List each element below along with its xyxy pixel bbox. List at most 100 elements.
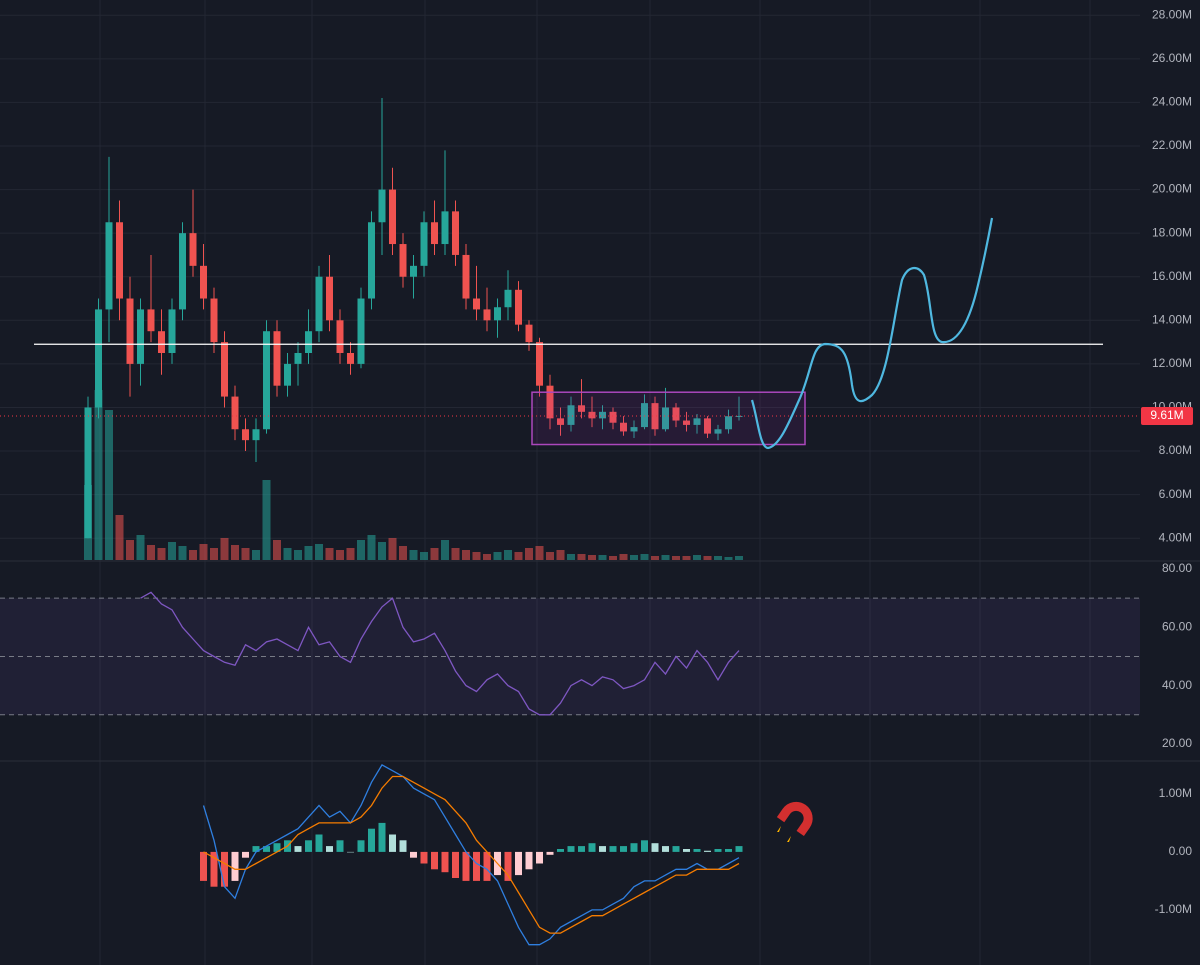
histogram-bar bbox=[221, 851, 228, 887]
volume-bar bbox=[388, 538, 397, 560]
y-tick-label: 8.00M bbox=[1159, 443, 1192, 457]
candle-body bbox=[651, 403, 659, 430]
volume-bar bbox=[556, 550, 565, 560]
candle-body bbox=[546, 385, 554, 419]
candle-body bbox=[452, 211, 459, 255]
volume-bar bbox=[315, 544, 323, 560]
volume-bar bbox=[504, 550, 512, 560]
series-line bbox=[202, 764, 740, 946]
volume-bar bbox=[252, 550, 260, 560]
histogram-bar bbox=[525, 851, 533, 870]
y-tick-label: 18.00M bbox=[1152, 225, 1192, 239]
candle-body bbox=[189, 233, 197, 266]
candle-body bbox=[378, 189, 386, 223]
histogram-bar bbox=[473, 851, 480, 881]
candle-body bbox=[525, 324, 533, 343]
histogram-bar bbox=[357, 840, 365, 852]
histogram-bar bbox=[305, 840, 312, 852]
candle-body bbox=[578, 405, 585, 412]
candle-body bbox=[662, 407, 669, 430]
candle-body bbox=[347, 352, 354, 364]
y-tick-label: 26.00M bbox=[1152, 51, 1192, 65]
volume-bar bbox=[178, 546, 187, 560]
volume-bar bbox=[105, 410, 113, 560]
histogram-bar bbox=[242, 851, 249, 858]
histogram-bar bbox=[630, 843, 638, 852]
histogram-bar bbox=[641, 840, 648, 852]
volume-bar bbox=[441, 540, 449, 560]
candle-body bbox=[630, 427, 638, 432]
histogram-bar bbox=[389, 834, 396, 852]
candle-body bbox=[494, 307, 501, 321]
histogram-bar bbox=[210, 851, 218, 887]
volume-bar bbox=[567, 554, 575, 560]
volume-bar bbox=[451, 548, 460, 560]
candle-body bbox=[200, 265, 207, 299]
histogram-bar bbox=[368, 828, 375, 852]
volume-bar bbox=[672, 556, 680, 560]
volume-bar bbox=[283, 548, 292, 560]
y-tick-label: 12.00M bbox=[1152, 356, 1192, 370]
candle-body bbox=[693, 418, 701, 425]
y-tick-label: 16.00M bbox=[1152, 269, 1192, 283]
volume-bar bbox=[703, 556, 712, 560]
candle-body bbox=[620, 422, 627, 432]
candle-body bbox=[179, 233, 186, 310]
histogram-bar bbox=[662, 846, 669, 852]
histogram-bar bbox=[462, 851, 470, 881]
volume-bar bbox=[168, 542, 176, 560]
histogram-bar bbox=[735, 846, 743, 852]
histogram-bar bbox=[567, 846, 575, 852]
y-tick-label: 4.00M bbox=[1159, 530, 1192, 544]
range-box bbox=[531, 391, 806, 446]
histogram-bar bbox=[620, 846, 627, 852]
volume-bar bbox=[609, 556, 617, 560]
candle-body bbox=[672, 407, 680, 421]
series-line bbox=[203, 775, 740, 934]
y-tick-label: 40.00 bbox=[1162, 678, 1192, 692]
histogram-bar bbox=[483, 851, 491, 881]
volume-bar bbox=[241, 548, 250, 560]
volume-bar bbox=[378, 542, 386, 560]
volume-bar bbox=[262, 480, 271, 560]
candle-body bbox=[105, 222, 113, 310]
volume-bar bbox=[294, 550, 302, 560]
volume-bar bbox=[651, 556, 659, 560]
candle-body bbox=[368, 222, 375, 299]
volume-bar bbox=[357, 540, 365, 560]
candle-body bbox=[158, 331, 165, 353]
candle-body bbox=[305, 331, 312, 353]
last-price-label: 9.61M bbox=[1150, 408, 1183, 422]
volume-bar bbox=[525, 548, 533, 560]
y-tick-label: 14.00M bbox=[1152, 312, 1192, 326]
volume-bar bbox=[577, 554, 586, 560]
candle-body bbox=[420, 222, 428, 266]
volume-bar bbox=[472, 552, 481, 560]
candle-body bbox=[704, 418, 711, 434]
volume-bar bbox=[483, 554, 491, 560]
volume-bar bbox=[619, 554, 628, 560]
histogram-bar bbox=[252, 846, 260, 852]
volume-bar bbox=[462, 550, 470, 560]
histogram-bar bbox=[536, 851, 543, 864]
volume-bar bbox=[325, 548, 334, 560]
candle-body bbox=[168, 309, 176, 353]
candle-body bbox=[389, 189, 396, 245]
volume-bar bbox=[273, 540, 281, 560]
candle-body bbox=[315, 276, 323, 332]
volume-bar bbox=[588, 555, 596, 560]
volume-bar bbox=[147, 545, 155, 560]
y-tick-label: 1.00M bbox=[1159, 786, 1192, 800]
volume-bar bbox=[220, 538, 229, 560]
candle-body bbox=[399, 244, 407, 277]
candle-body bbox=[357, 298, 365, 364]
magnet-icon[interactable] bbox=[776, 801, 813, 842]
volume-bar bbox=[189, 550, 197, 560]
histogram-bar bbox=[578, 846, 585, 852]
volume-bar bbox=[346, 548, 355, 560]
volume-bar bbox=[336, 550, 344, 560]
histogram-bar bbox=[294, 846, 302, 852]
volume-bar bbox=[430, 548, 439, 560]
histogram-bar bbox=[399, 840, 407, 852]
